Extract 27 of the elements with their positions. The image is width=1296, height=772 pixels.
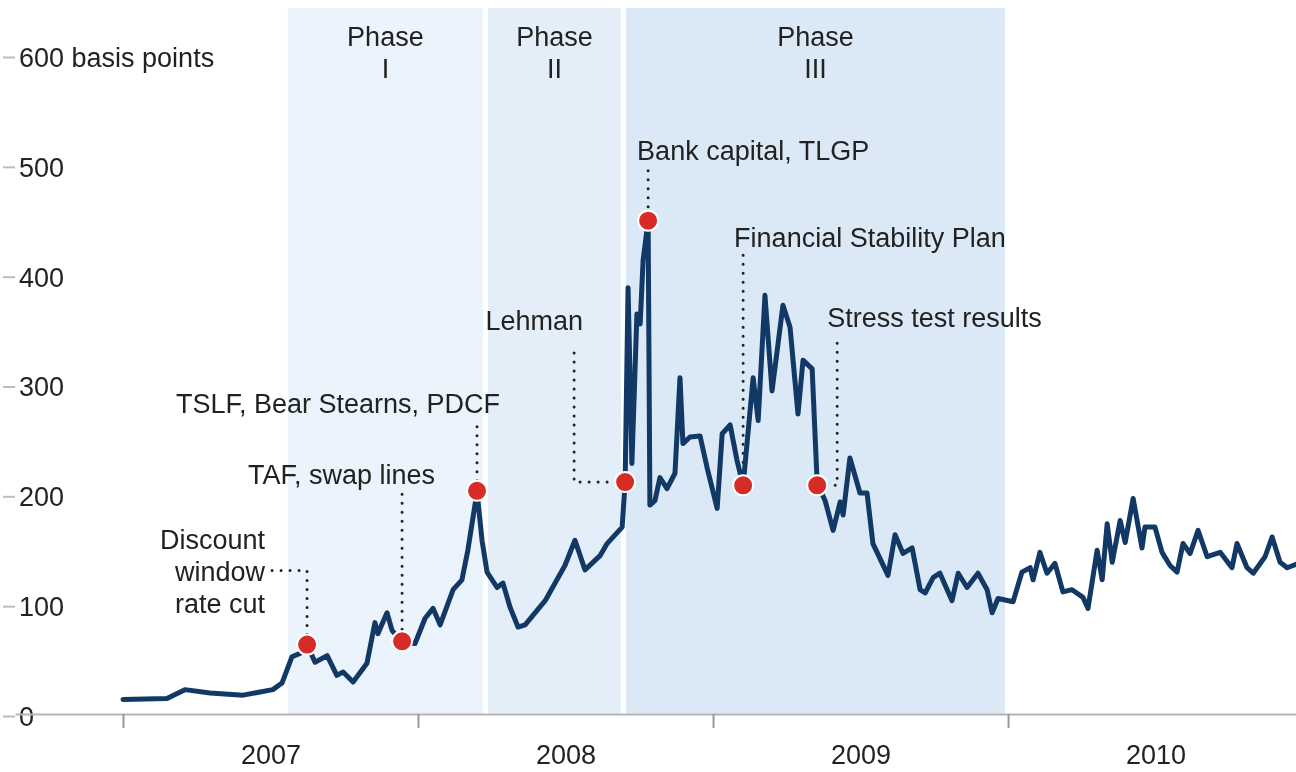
y-tick-label: 200: [19, 482, 65, 513]
annotation: TAF, swap lines: [248, 460, 436, 491]
point: [391, 630, 414, 653]
y-tick-label: 100: [19, 592, 65, 623]
y-tick-label: 300: [19, 372, 65, 403]
annotation: Discount window rate cut: [160, 524, 266, 619]
band-label: Phase I: [347, 22, 424, 84]
annotation: Financial Stability Plan: [734, 223, 1006, 254]
point: [296, 633, 319, 656]
y-tick-label: 600 basis points: [19, 42, 215, 73]
y-tick-label: 400: [19, 262, 65, 293]
annotation: Stress test results: [827, 303, 1042, 334]
point: [637, 209, 660, 232]
point: [614, 471, 637, 494]
point: [806, 474, 829, 497]
point: [732, 474, 755, 497]
x-tick-label: 2007: [240, 740, 302, 770]
annotation: TSLF, Bear Stearns, PDCF: [175, 388, 501, 419]
annotation: Bank capital, TLGP: [637, 135, 870, 166]
annotation: Lehman: [485, 306, 584, 337]
x-tick-label: 2010: [1126, 740, 1187, 770]
point: [466, 479, 489, 502]
y-tick-label: 500: [19, 152, 65, 183]
band-label: Phase II: [516, 22, 593, 84]
x-tick-label: 2009: [831, 740, 892, 770]
band-label: Phase III: [777, 22, 854, 84]
x-tick-label: 2008: [535, 740, 597, 770]
